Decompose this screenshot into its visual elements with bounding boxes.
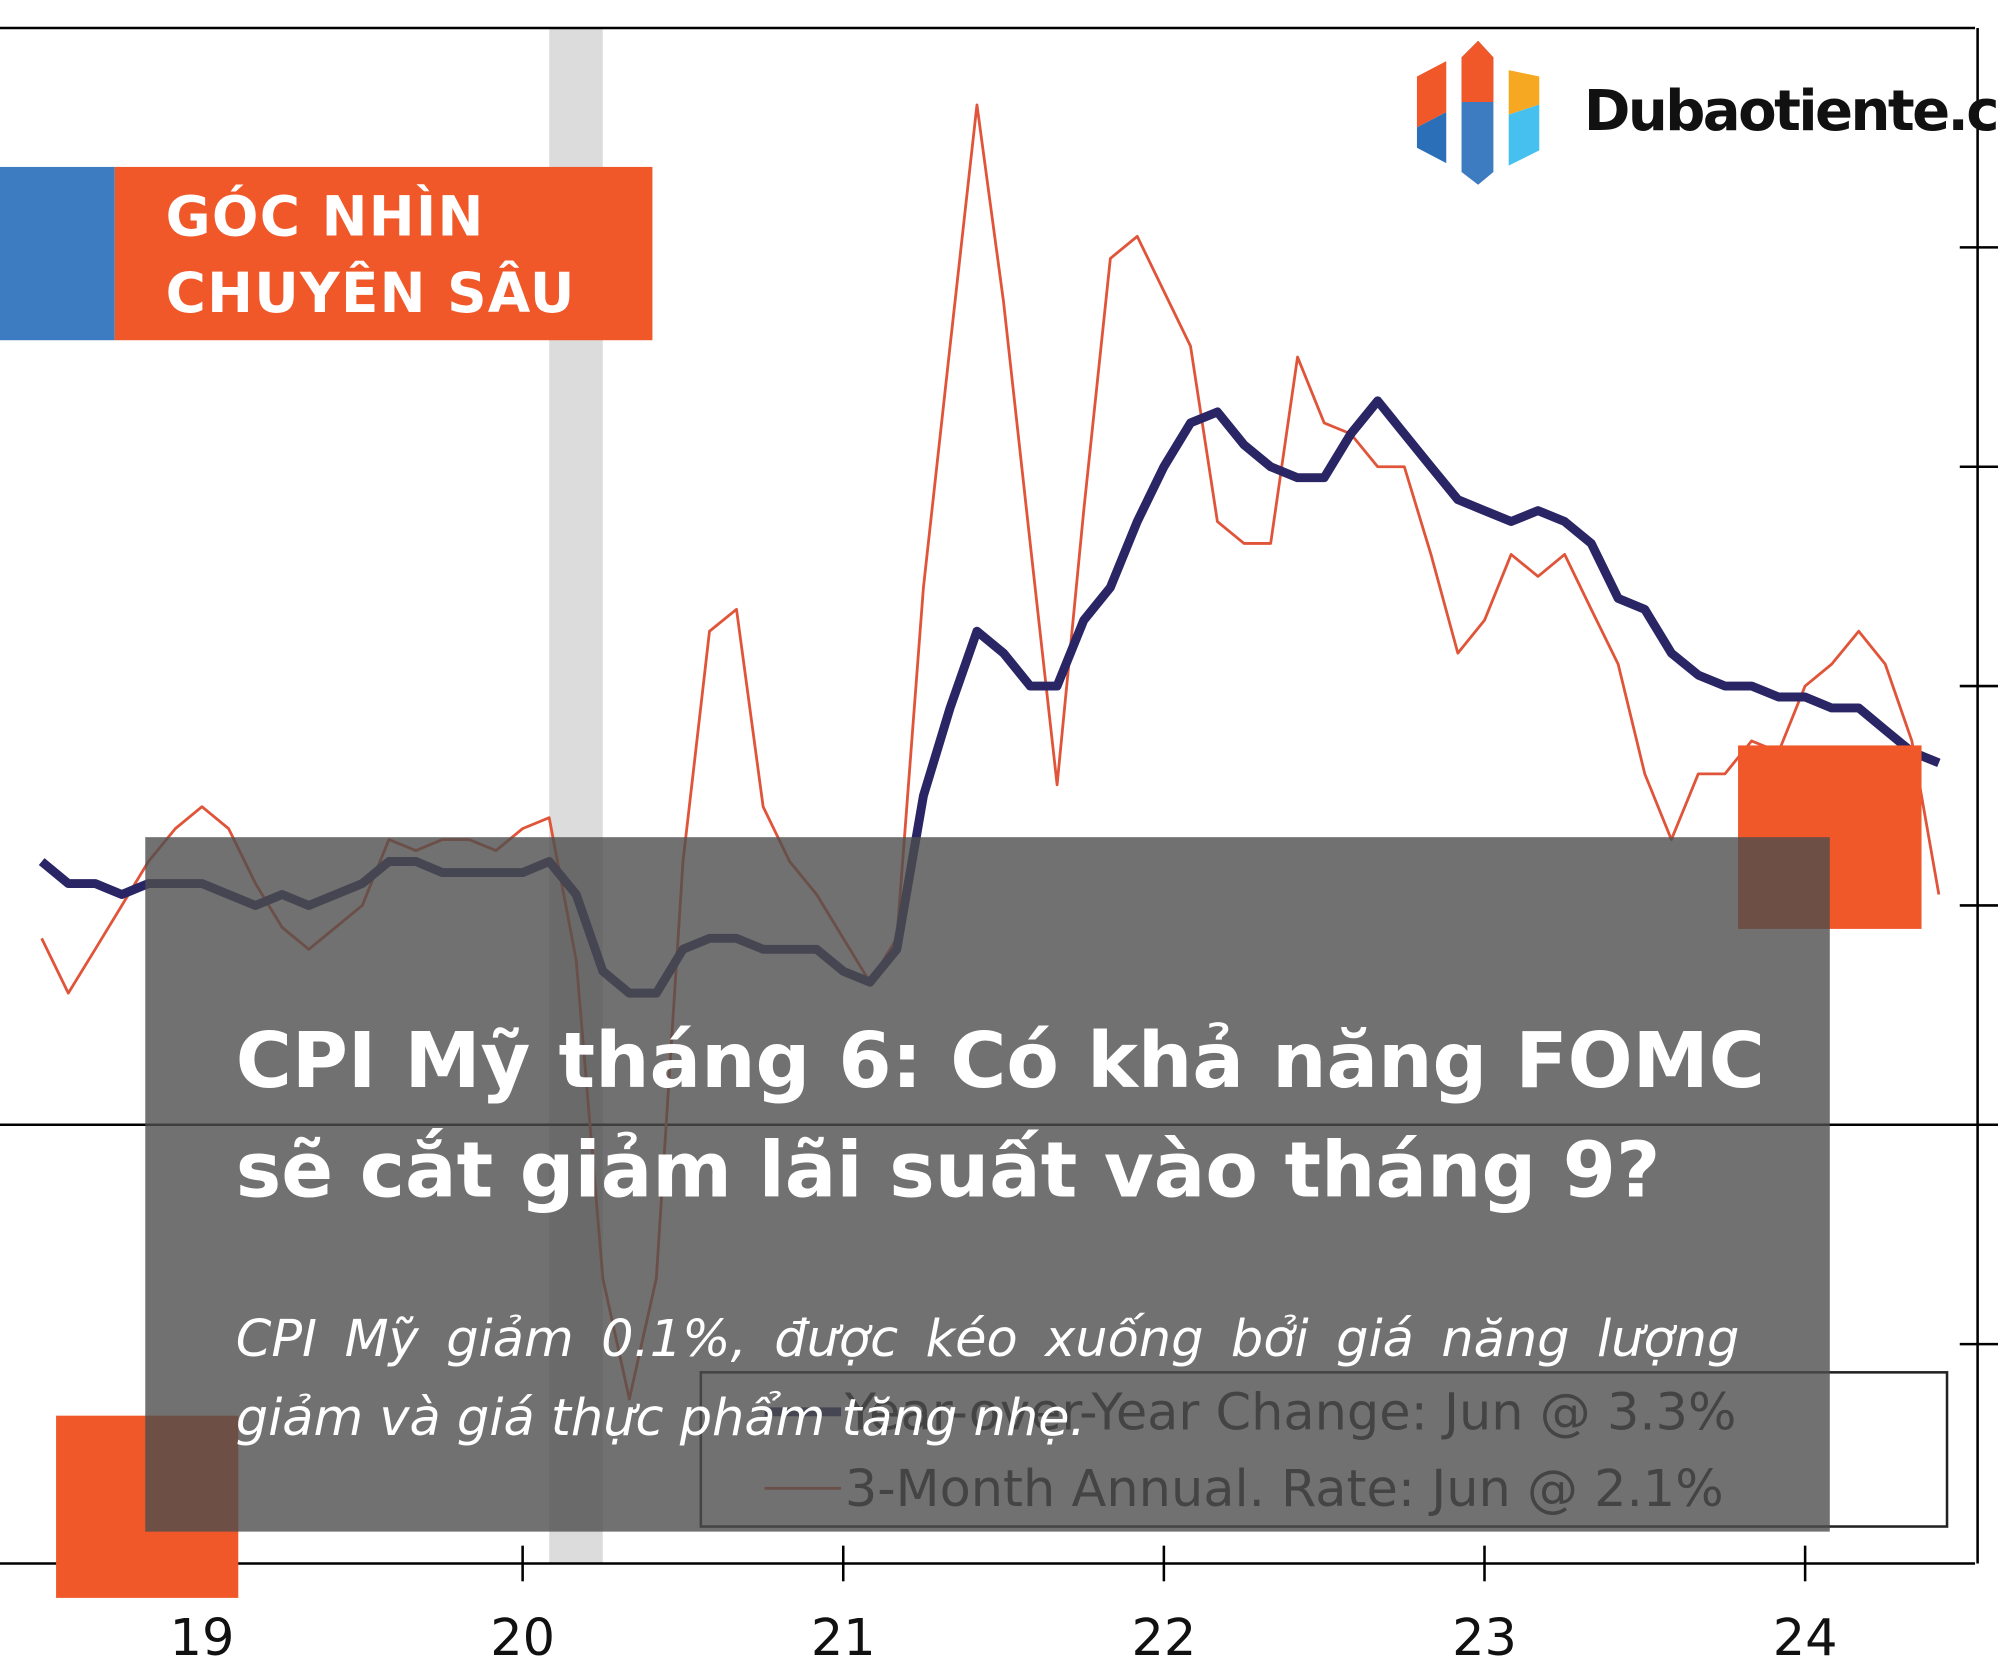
logo-text: Dubaotiente.com: [1583, 79, 1998, 144]
logo-icon: [1416, 40, 1540, 185]
banner-text: GÓC NHÌN: [165, 186, 485, 250]
subtitle: CPI Mỹ giảm 0.1%, được kéo xuống bởi giá…: [235, 1309, 1740, 1448]
text-overlay: [145, 837, 1830, 1532]
x-tick-label: 21: [811, 1609, 876, 1668]
x-tick-label: 20: [490, 1609, 555, 1668]
x-tick-label: 24: [1773, 1609, 1838, 1668]
banner-accent: [0, 166, 115, 341]
headline: CPI Mỹ tháng 6: Có khả năng FOMC sẽ cắt …: [235, 1016, 1765, 1216]
x-tick-label: 19: [170, 1609, 235, 1668]
x-tick-label: 22: [1131, 1609, 1196, 1668]
banner-text: CHUYÊN SÂU: [165, 262, 576, 327]
banner-bg: [114, 166, 653, 341]
x-tick-label: 23: [1452, 1609, 1517, 1668]
